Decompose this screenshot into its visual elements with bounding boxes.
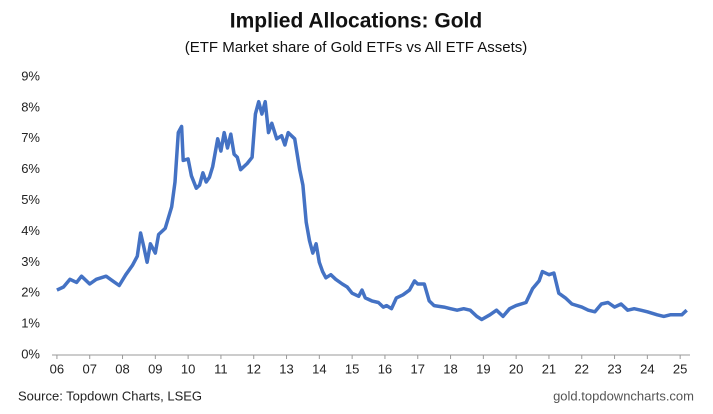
- chart-subtitle: (ETF Market share of Gold ETFs vs All ET…: [185, 39, 528, 56]
- credit: gold.topdowncharts.com: [553, 388, 694, 403]
- y-tick-label: 3%: [21, 254, 40, 269]
- x-tick-label: 12: [246, 361, 260, 376]
- x-tick-label: 09: [148, 361, 162, 376]
- x-tick-label: 16: [378, 361, 392, 376]
- x-tick-label: 13: [279, 361, 293, 376]
- x-tick-label: 10: [181, 361, 195, 376]
- y-tick-label: 7%: [21, 130, 40, 145]
- x-tick-label: 17: [411, 361, 425, 376]
- data-line: [56, 99, 688, 322]
- y-tick-label: 2%: [21, 285, 40, 300]
- x-tick-label: 22: [575, 361, 589, 376]
- y-tick-label: 4%: [21, 223, 40, 238]
- x-tick-label: 11: [214, 361, 228, 376]
- x-tick-label: 15: [345, 361, 359, 376]
- x-tick-label: 19: [476, 361, 490, 376]
- x-tick-label: 21: [542, 361, 556, 376]
- x-tick-label: 07: [82, 361, 96, 376]
- chart-title: Implied Allocations: Gold: [230, 10, 482, 33]
- x-tick-label: 06: [50, 361, 64, 376]
- x-tick-label: 24: [640, 361, 654, 376]
- y-tick-label: 6%: [21, 161, 40, 176]
- x-tick-label: 14: [312, 361, 326, 376]
- y-tick-label: 8%: [21, 99, 40, 114]
- x-tick-label: 23: [607, 361, 621, 376]
- x-tick-label: 08: [115, 361, 129, 376]
- y-tick-label: 0%: [21, 346, 40, 361]
- x-tick-label: 18: [443, 361, 457, 376]
- y-tick-label: 5%: [21, 192, 40, 207]
- y-tick-label: 1%: [21, 316, 40, 331]
- source: Source: Topdown Charts, LSEG: [18, 388, 202, 403]
- x-tick-label: 20: [509, 361, 523, 376]
- x-tick-label: 25: [673, 361, 687, 376]
- y-tick-label: 9%: [21, 68, 40, 83]
